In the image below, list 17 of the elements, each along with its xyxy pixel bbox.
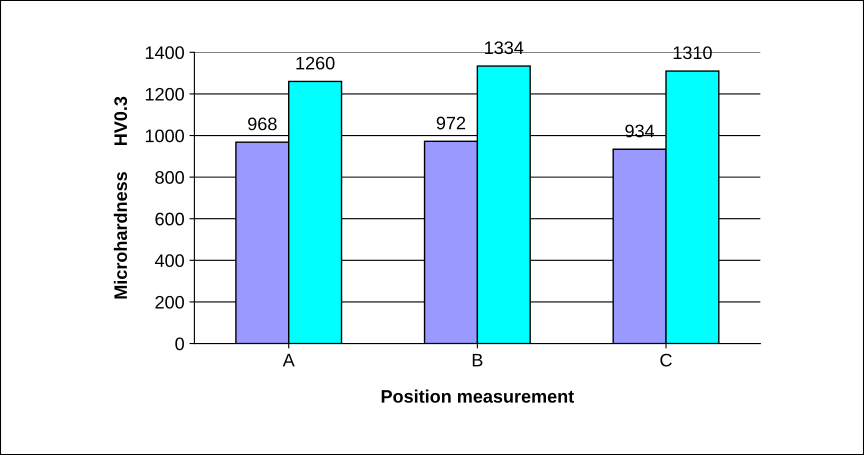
y-tick-label: 600 <box>155 212 184 226</box>
y-tick-label: 1200 <box>146 88 184 101</box>
x-tick-label: B <box>472 354 482 366</box>
y-tick-label: 200 <box>155 296 184 309</box>
data-label: 968 <box>248 117 277 130</box>
y-tick-label: 0 <box>175 337 184 350</box>
y-tick-label: 1400 <box>146 46 184 60</box>
x-tick-label: C <box>660 354 672 367</box>
x-axis-title: Position measurement <box>382 390 574 403</box>
data-label: 1260 <box>296 56 335 70</box>
y-axis-title: Microhardness HV0.3 <box>114 96 128 299</box>
y-tick-label: 400 <box>154 254 184 268</box>
y-tick-label: 800 <box>155 171 184 184</box>
data-label: 1334 <box>485 41 524 54</box>
y-tick-label: 1000 <box>146 129 184 142</box>
data-label: 972 <box>436 116 466 130</box>
x-tick-label: A <box>282 354 295 366</box>
